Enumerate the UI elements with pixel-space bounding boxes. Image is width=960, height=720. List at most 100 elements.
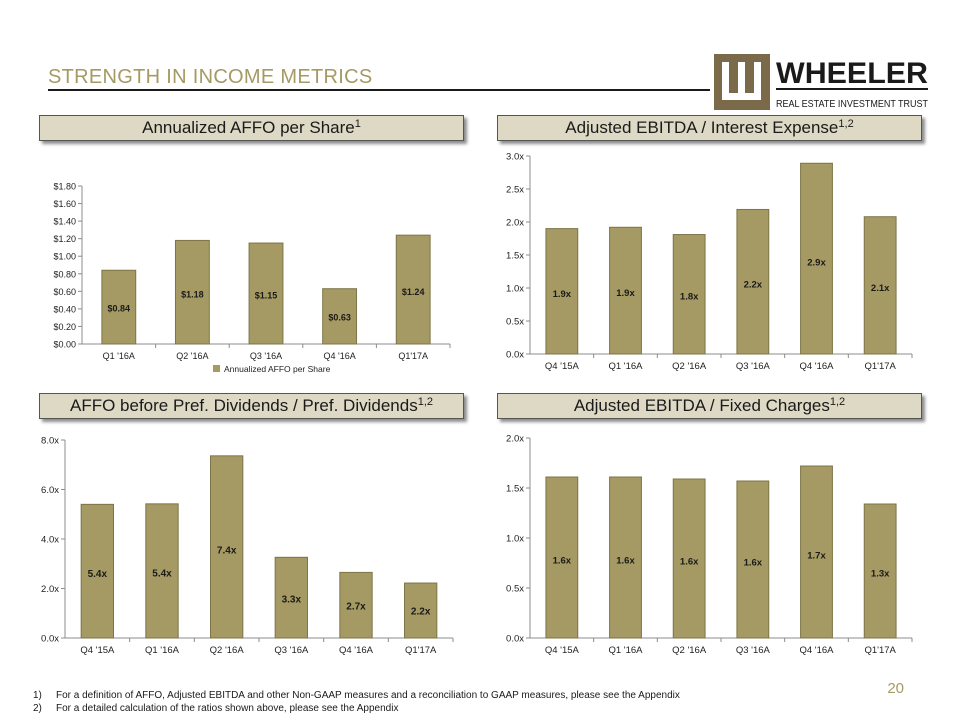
- y-tick-label: $1.20: [53, 234, 76, 244]
- y-tick-label: 0.0x: [41, 634, 59, 645]
- x-tick-label: Q1 '16A: [608, 361, 643, 372]
- x-tick-label: Q4 '16A: [323, 351, 355, 361]
- footnote: 1) For a definition of AFFO, Adjusted EB…: [33, 689, 680, 702]
- legend-swatch: [213, 365, 220, 372]
- data-label: $0.84: [108, 304, 131, 314]
- data-label: 2.7x: [346, 602, 366, 613]
- x-tick-label: Q1 '16A: [145, 645, 180, 656]
- y-tick-label: 1.5x: [506, 251, 524, 262]
- x-tick-label: Q2 '16A: [672, 361, 707, 372]
- bar: [395, 234, 431, 345]
- x-tick-label: Q4 '16A: [799, 361, 834, 372]
- bar: [404, 582, 438, 639]
- data-label: 7.4x: [217, 546, 237, 557]
- y-tick-label: $1.40: [53, 217, 76, 227]
- data-label: 1.9x: [553, 289, 572, 300]
- company-logo: WHEELER REAL ESTATE INVESTMENT TRUST: [714, 54, 928, 110]
- logo-tagline: REAL ESTATE INVESTMENT TRUST: [776, 98, 928, 110]
- y-tick-label: 8.0x: [41, 436, 59, 447]
- chart-title-footnote-ref: 1,2: [417, 396, 433, 408]
- bar: [145, 503, 179, 639]
- data-label: 2.2x: [411, 607, 431, 618]
- y-tick-label: 1.0x: [506, 284, 524, 295]
- y-tick-label: $0.60: [53, 287, 76, 297]
- data-label: 1.9x: [616, 288, 635, 299]
- y-tick-label: 3.0x: [506, 152, 524, 163]
- x-tick-label: Q1'17A: [864, 361, 896, 372]
- bar: [800, 162, 833, 355]
- ebitda-fixed-charges-chart: 0.0x 0.5x 1.0x 1.5x 2.0x 1.6x Q4 '15A 1.6x Q1 '1…: [506, 434, 913, 656]
- page-number: 20: [887, 680, 904, 697]
- y-tick-label: 1.5x: [506, 484, 524, 495]
- ebitda-interest-chart: 0.0x 0.5x 1.0x 1.5x 2.0x 2.5x 3.0x 1.9x Q4 '15A 1…: [506, 152, 913, 372]
- chart-title: Adjusted EBITDA / Fixed Charges: [573, 396, 830, 415]
- x-tick-label: Q4 '15A: [545, 361, 580, 372]
- logo-name: WHEELER: [776, 57, 928, 90]
- y-tick-label: 2.5x: [506, 185, 524, 196]
- data-label: 1.6x: [553, 556, 572, 567]
- wheeler-w-mark-icon: [714, 54, 770, 110]
- bar: [545, 476, 579, 639]
- footnote: 2) For a detailed calculation of the rat…: [33, 702, 680, 715]
- y-tick-label: $0.40: [53, 304, 76, 314]
- affo-pref-dividends-chart: 0.0x 2.0x 4.0x 6.0x 8.0x 5.4x Q4 '15A 5.4x Q1 '1…: [41, 436, 454, 656]
- x-tick-label: Q3 '16A: [250, 351, 282, 361]
- bar: [736, 208, 770, 355]
- y-tick-label: $1.60: [53, 199, 76, 209]
- chart-title-band-affo: Annualized AFFO per Share1: [39, 115, 464, 141]
- title-underline: [48, 89, 710, 91]
- chart-title: Adjusted EBITDA / Interest Expense: [565, 118, 839, 137]
- y-tick-label: $0.20: [53, 322, 76, 332]
- footnote-text: For a definition of AFFO, Adjusted EBITD…: [56, 690, 680, 701]
- data-label: 5.4x: [88, 569, 108, 580]
- data-label: $1.18: [181, 289, 204, 299]
- bar: [736, 480, 770, 639]
- bar: [545, 228, 579, 355]
- chart-title-footnote-ref: 1: [354, 118, 361, 130]
- data-label: 2.1x: [871, 283, 890, 294]
- bar: [274, 556, 309, 639]
- y-tick-label: 6.0x: [41, 485, 59, 496]
- data-label: 1.6x: [680, 557, 699, 568]
- bar: [609, 226, 642, 355]
- footnote-number: 2): [33, 703, 42, 714]
- chart-title: AFFO before Pref. Dividends / Pref. Divi…: [70, 396, 418, 415]
- data-label: 2.2x: [744, 280, 763, 291]
- x-tick-label: Q3 '16A: [736, 361, 771, 372]
- x-tick-label: Q3 '16A: [274, 645, 309, 656]
- bar: [101, 269, 137, 345]
- y-tick-label: $1.80: [53, 182, 76, 192]
- data-label: 2.9x: [807, 257, 826, 268]
- x-tick-label: Q1'17A: [405, 645, 437, 656]
- chart-title-band-ebitda-fixed: Adjusted EBITDA / Fixed Charges1,2: [497, 393, 922, 419]
- data-label: 3.3x: [282, 594, 302, 605]
- x-tick-label: Q1 '16A: [608, 645, 643, 656]
- bar: [609, 476, 642, 639]
- x-tick-label: Q4 '16A: [799, 645, 834, 656]
- x-tick-label: Q2 '16A: [176, 351, 208, 361]
- chart-title: Annualized AFFO per Share: [142, 118, 355, 137]
- data-label: 1.8x: [680, 292, 699, 303]
- data-label: $1.24: [402, 287, 425, 297]
- y-tick-label: 2.0x: [506, 218, 524, 229]
- footnotes: 1) For a definition of AFFO, Adjusted EB…: [33, 689, 680, 715]
- affo-per-share-chart: $0.00 $0.20 $0.40 $0.60 $0.80 $1.00 $1.20 $1.40…: [53, 182, 451, 374]
- bar: [672, 478, 706, 639]
- y-tick-label: 2.0x: [506, 434, 524, 445]
- y-tick-label: $0.00: [53, 340, 76, 350]
- bar: [800, 465, 833, 639]
- x-tick-label: Q4 '15A: [80, 645, 115, 656]
- y-tick-label: 2.0x: [41, 584, 59, 595]
- y-tick-label: $1.00: [53, 252, 76, 262]
- bar: [863, 503, 897, 639]
- x-tick-label: Q1'17A: [398, 351, 428, 361]
- x-tick-label: Q4 '16A: [339, 645, 374, 656]
- bar: [339, 571, 373, 639]
- footnote-text: For a detailed calculation of the ratios…: [56, 703, 399, 714]
- data-label: 1.3x: [871, 569, 890, 580]
- data-label: 1.6x: [616, 556, 635, 567]
- bar: [322, 288, 358, 345]
- x-tick-label: Q1 '16A: [103, 351, 135, 361]
- legend-label: Annualized AFFO per Share: [224, 364, 331, 374]
- y-tick-label: 1.0x: [506, 534, 524, 545]
